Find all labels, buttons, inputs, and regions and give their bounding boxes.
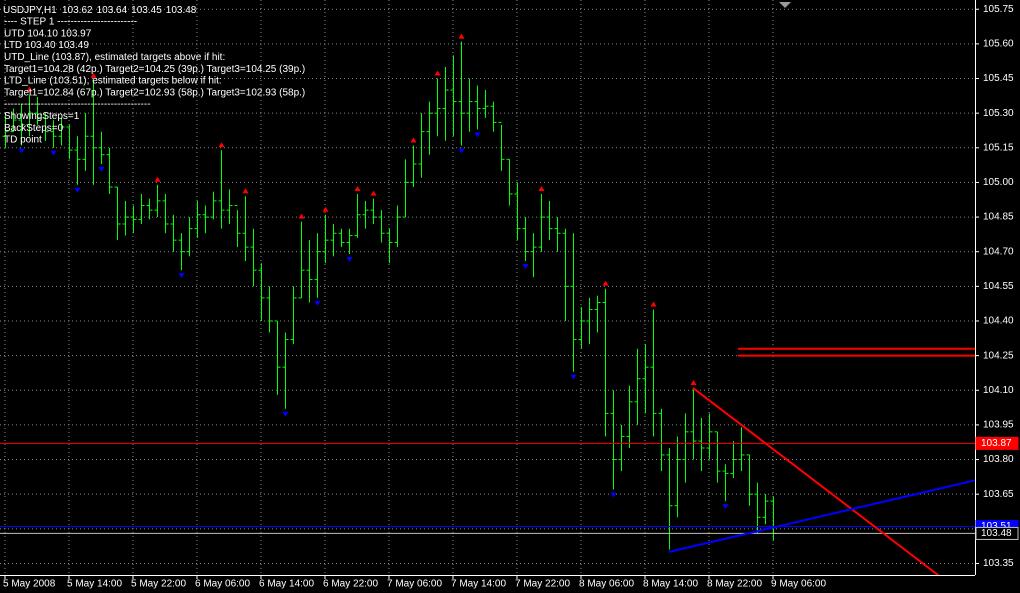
td-point-down: [346, 257, 353, 263]
close: 103.48: [166, 5, 197, 16]
info-line: ----------------------------------------…: [4, 99, 151, 110]
td-point-up: [602, 280, 609, 286]
x-tick-label: 8 May 22:00: [707, 579, 762, 590]
y-tick-label: 105.15: [983, 142, 1014, 153]
high: 103.64: [97, 5, 128, 16]
td-point-up: [410, 137, 417, 143]
y-tick-label: 104.40: [983, 316, 1014, 327]
info-line: UTD_Line (103.87), estimated targets abo…: [4, 52, 225, 63]
td-point-down: [50, 150, 57, 156]
info-line: Target1=102.84 (67p.) Target2=102.93 (58…: [4, 87, 305, 98]
td-point-up: [298, 213, 305, 219]
price-box-label: 103.87: [981, 438, 1012, 449]
x-tick-label: 7 May 22:00: [515, 579, 570, 590]
x-tick-label: 5 May 2008: [3, 579, 56, 590]
td-point-up: [26, 86, 33, 92]
x-tick-label: 7 May 06:00: [387, 579, 442, 590]
y-tick-label: 104.55: [983, 281, 1014, 292]
grid: [0, 0, 975, 575]
trend-line: [692, 387, 940, 575]
y-tick-label: 105.60: [983, 39, 1014, 50]
td-point-down: [314, 300, 321, 306]
td-point-up: [354, 185, 361, 191]
symbol: USDJPY,H1: [3, 5, 57, 16]
y-tick-label: 105.30: [983, 108, 1014, 119]
td-point-down: [18, 148, 25, 154]
y-tick-label: 103.95: [983, 420, 1014, 431]
td-point-up: [370, 190, 377, 196]
x-tick-label: 7 May 14:00: [451, 579, 506, 590]
td-point-down: [458, 148, 465, 154]
x-tick-label: 8 May 06:00: [579, 579, 634, 590]
y-tick-label: 105.00: [983, 177, 1014, 188]
info-line: ---- STEP 1 ------------------------: [4, 17, 137, 28]
y-tick-label: 105.45: [983, 73, 1014, 84]
x-tick-label: 8 May 14:00: [643, 579, 698, 590]
chart-header: USDJPY,H1 103.62 103.64 103.45 103.48: [3, 5, 197, 16]
chart-shift-marker: [779, 2, 791, 8]
axes: 105.75 105.60 105.45 105.30 105.15 105.00 104.…: [3, 4, 1019, 590]
td-point-up: [154, 176, 161, 182]
info-line: LTD_Line (103.51), estimated targets bel…: [4, 76, 222, 87]
price-box-label: 103.51: [981, 521, 1012, 532]
y-tick-label: 104.25: [983, 350, 1014, 361]
info-line: ShowingSteps=1: [4, 111, 80, 122]
td-point-up: [434, 70, 441, 76]
x-tick-label: 5 May 22:00: [131, 579, 186, 590]
td-point-down: [610, 492, 617, 498]
y-tick-label: 104.70: [983, 246, 1014, 257]
price-box: [975, 436, 1019, 450]
open: 103.62: [62, 5, 93, 16]
td-point-up: [242, 188, 249, 194]
td-point-down: [722, 504, 729, 510]
info-line: UTD 104.10 103.97: [4, 28, 92, 39]
td-point-down: [522, 263, 529, 269]
td-point-up: [322, 206, 329, 212]
info-line: LTD 103.40 103.49: [4, 40, 89, 51]
x-tick-label: 6 May 06:00: [195, 579, 250, 590]
td-point-down: [474, 132, 481, 138]
price-box-label: 103.48: [981, 528, 1012, 539]
info-line: Target1=104.28 (42p.) Target2=104.25 (39…: [4, 64, 305, 75]
info-line: TD point: [4, 135, 42, 146]
y-tick-label: 103.80: [983, 454, 1014, 465]
x-tick-label: 9 May 06:00: [771, 579, 826, 590]
info-text: ---- STEP 1 ------------------------UTD …: [4, 17, 305, 146]
td-point-down: [570, 374, 577, 380]
y-tick-label: 103.35: [983, 558, 1014, 569]
price-box: [975, 526, 1019, 540]
td-point-up: [538, 185, 545, 191]
info-line: BackSteps=0: [4, 123, 64, 134]
x-tick-label: 6 May 22:00: [323, 579, 378, 590]
td-point-down: [178, 273, 185, 279]
td-point-up: [458, 33, 465, 39]
y-tick-label: 104.85: [983, 212, 1014, 223]
y-tick-label: 103.65: [983, 489, 1014, 500]
plot-area: [0, 33, 975, 575]
td-point-up: [90, 72, 97, 78]
x-tick-label: 6 May 14:00: [259, 579, 314, 590]
y-tick-label: 105.75: [983, 4, 1014, 15]
td-point-down: [98, 166, 105, 172]
trend-line: [668, 479, 975, 553]
td-point-up: [650, 301, 657, 307]
td-point-up: [218, 142, 225, 148]
y-tick-label: 104.10: [983, 385, 1014, 396]
td-point-up: [690, 379, 697, 385]
td-point-down: [74, 187, 81, 193]
td-point-down: [282, 411, 289, 417]
low: 103.45: [131, 5, 162, 16]
x-tick-label: 5 May 14:00: [67, 579, 122, 590]
